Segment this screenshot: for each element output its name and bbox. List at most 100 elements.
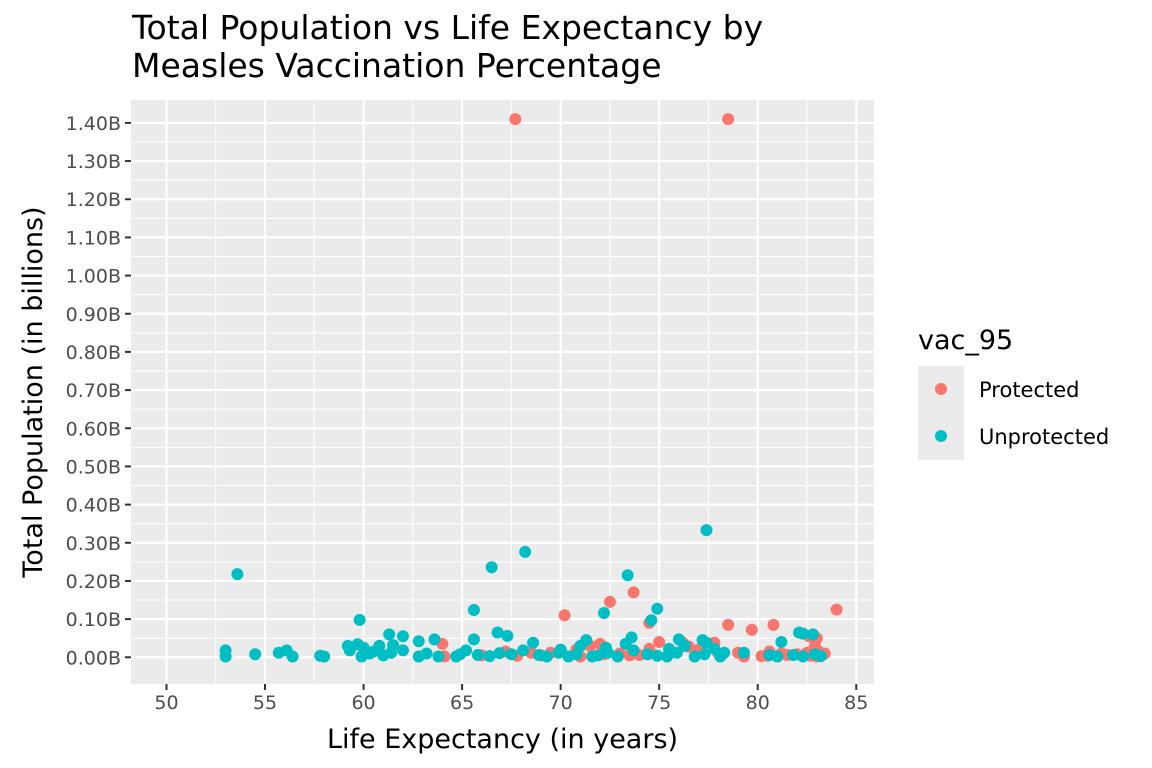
data-point-protected xyxy=(509,113,522,126)
data-point-unprotected xyxy=(501,629,514,642)
y-tick-label: 0.50B xyxy=(66,456,121,478)
plot-panel xyxy=(131,100,874,684)
y-tick-label: 0.80B xyxy=(66,342,121,364)
x-tick-label: 55 xyxy=(253,692,277,714)
data-point-unprotected xyxy=(249,648,262,661)
data-point-unprotected xyxy=(491,626,504,639)
chart-title-line-2: Measles Vaccination Percentage xyxy=(132,46,662,85)
x-axis-title: Life Expectancy (in years) xyxy=(327,724,678,755)
data-point-unprotected xyxy=(467,603,480,616)
data-point-unprotected xyxy=(661,650,674,663)
y-tick-label: 1.20B xyxy=(66,189,121,211)
x-tick-label: 85 xyxy=(844,692,868,714)
data-point-unprotected xyxy=(385,646,398,659)
data-point-unprotected xyxy=(467,633,480,646)
y-tick-label: 0.30B xyxy=(66,533,121,555)
legend-label-protected: Protected xyxy=(979,378,1080,402)
data-point-unprotected xyxy=(493,647,506,660)
data-point-unprotected xyxy=(611,650,624,663)
data-point-protected xyxy=(767,618,780,631)
data-point-unprotected xyxy=(540,650,553,663)
data-point-unprotected xyxy=(483,650,496,663)
legend-key-protected xyxy=(935,383,947,395)
data-point-unprotected xyxy=(231,568,244,581)
data-point-unprotected xyxy=(505,648,518,661)
data-point-unprotected xyxy=(645,614,658,627)
legend-label-unprotected: Unprotected xyxy=(979,425,1109,449)
x-tick-label: 75 xyxy=(647,692,671,714)
x-tick-label: 65 xyxy=(450,692,474,714)
y-tick-label: 0.60B xyxy=(66,418,121,440)
data-point-unprotected xyxy=(688,650,701,663)
data-point-unprotected xyxy=(737,646,750,659)
data-point-unprotected xyxy=(592,649,605,662)
y-tick-label: 0.10B xyxy=(66,609,121,631)
data-point-unprotected xyxy=(412,635,425,648)
data-point-unprotected xyxy=(763,648,776,661)
legend-key-unprotected xyxy=(935,430,947,442)
data-point-unprotected xyxy=(775,636,788,649)
data-point-unprotected xyxy=(420,647,433,660)
y-tick-label: 1.40B xyxy=(66,113,121,135)
data-point-unprotected xyxy=(621,569,634,582)
data-point-unprotected xyxy=(454,648,467,661)
data-point-unprotected xyxy=(797,650,810,663)
data-point-unprotected xyxy=(353,613,366,626)
x-tick-label: 50 xyxy=(154,692,178,714)
data-point-unprotected xyxy=(806,628,819,641)
data-point-unprotected xyxy=(517,644,530,657)
data-point-unprotected xyxy=(343,644,356,657)
data-point-unprotected xyxy=(396,630,409,643)
data-point-unprotected xyxy=(714,650,727,663)
y-tick-label: 0.20B xyxy=(66,571,121,593)
data-point-unprotected xyxy=(485,561,498,574)
y-tick-label: 0.00B xyxy=(66,647,121,669)
data-point-unprotected xyxy=(700,524,713,537)
data-point-unprotected xyxy=(286,650,299,663)
y-tick-label: 1.30B xyxy=(66,151,121,173)
legend-title: vac_95 xyxy=(918,325,1013,356)
data-point-unprotected xyxy=(787,648,800,661)
data-point-unprotected xyxy=(627,644,640,657)
data-point-unprotected xyxy=(651,649,664,662)
data-point-unprotected xyxy=(597,607,610,620)
chart-title-line-1: Total Population vs Life Expectancy by xyxy=(132,8,764,47)
data-point-unprotected xyxy=(383,628,396,641)
data-point-unprotected xyxy=(428,633,441,646)
data-point-unprotected xyxy=(570,648,583,661)
y-tick-label: 1.10B xyxy=(66,227,121,249)
data-point-unprotected xyxy=(432,650,445,663)
data-point-unprotected xyxy=(396,644,409,657)
y-tick-label: 0.90B xyxy=(66,304,121,326)
data-point-unprotected xyxy=(619,637,632,650)
data-point-protected xyxy=(558,609,571,622)
data-point-unprotected xyxy=(519,545,532,558)
data-point-unprotected xyxy=(471,648,484,661)
data-point-unprotected xyxy=(641,648,654,661)
legend-key-background xyxy=(918,366,964,460)
y-tick-label: 0.40B xyxy=(66,495,121,517)
x-tick-label: 60 xyxy=(351,692,375,714)
y-tick-label: 1.00B xyxy=(66,266,121,288)
data-point-unprotected xyxy=(670,646,683,659)
data-point-protected xyxy=(722,618,735,631)
data-point-unprotected xyxy=(814,650,827,663)
data-point-protected xyxy=(722,113,735,126)
data-point-unprotected xyxy=(219,650,232,663)
data-point-protected xyxy=(745,623,758,636)
data-point-unprotected xyxy=(601,646,614,659)
data-point-unprotected xyxy=(552,646,565,659)
y-tick-label: 0.70B xyxy=(66,380,121,402)
data-point-protected xyxy=(627,586,640,599)
x-tick-label: 80 xyxy=(746,692,770,714)
data-point-unprotected xyxy=(678,639,691,652)
data-point-unprotected xyxy=(797,627,810,640)
data-point-unprotected xyxy=(698,648,711,661)
x-tick-label: 70 xyxy=(549,692,573,714)
data-point-protected xyxy=(603,595,616,608)
data-point-unprotected xyxy=(367,645,380,658)
data-point-unprotected xyxy=(314,649,327,662)
y-axis-title: Total Population (in billions) xyxy=(18,206,49,578)
